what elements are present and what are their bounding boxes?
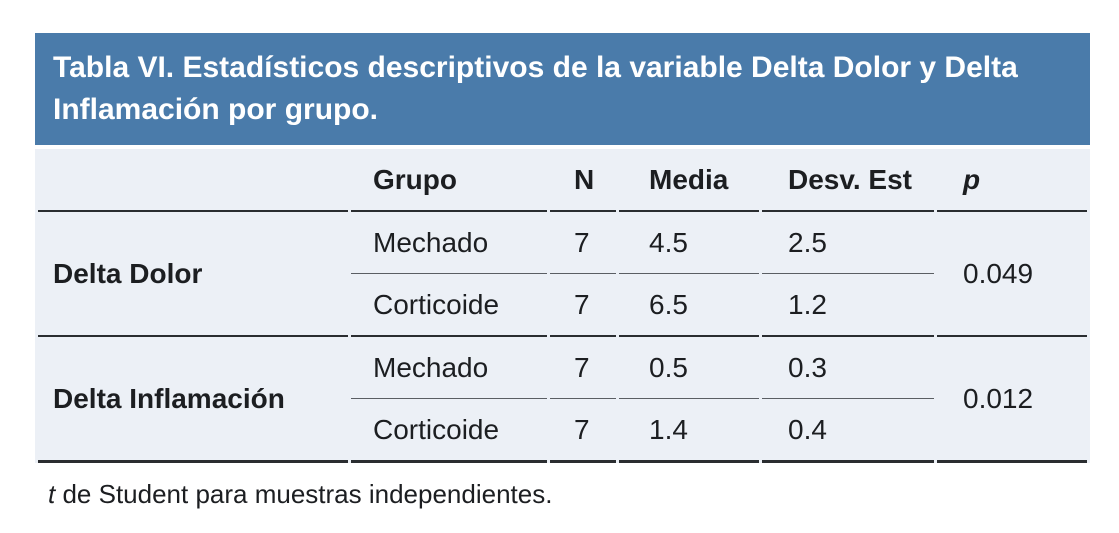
- col-header-empty: [38, 149, 348, 212]
- cell-desv-est: 0.3: [762, 337, 934, 399]
- table-row-dolor-mechado: Delta Dolor Mechado 7 4.5 2.5 0.049: [38, 212, 1087, 337]
- table-title-bar: Tabla VI. Estadísticos descriptivos de l…: [35, 33, 1090, 145]
- cell-p-value-dolor: 0.049: [937, 212, 1087, 337]
- cell-n: 7: [550, 399, 616, 463]
- footnote-statistic-symbol: t: [48, 479, 56, 509]
- cell-media: 4.5: [619, 212, 759, 274]
- cell-grupo: Mechado: [351, 337, 547, 399]
- footnote-text: de Student para muestras independientes.: [55, 479, 553, 509]
- cell-desv-est: 2.5: [762, 212, 934, 274]
- table-row-dolor-corticoide: Corticoide 7 6.5 1.2: [38, 274, 1087, 337]
- table-card: Tabla VI. Estadísticos descriptivos de l…: [35, 33, 1090, 510]
- cell-n: 7: [550, 274, 616, 337]
- stats-table: Grupo N Media Desv. Est p Delta Dolor Me…: [35, 149, 1090, 463]
- cell-p-value-inflamacion: 0.012: [937, 337, 1087, 463]
- col-header-desv-est: Desv. Est: [762, 149, 934, 212]
- table-title: Tabla VI. Estadísticos descriptivos de l…: [53, 51, 1018, 126]
- col-header-n: N: [550, 149, 616, 212]
- col-header-grupo: Grupo: [351, 149, 547, 212]
- table-row-inflamacion-corticoide: Corticoide 7 1.4 0.4: [38, 399, 1087, 463]
- col-header-p: p: [937, 149, 1087, 212]
- cell-desv-est: 1.2: [762, 274, 934, 337]
- cell-media: 0.5: [619, 337, 759, 399]
- cell-grupo: Mechado: [351, 212, 547, 274]
- cell-n: 7: [550, 212, 616, 274]
- row-label-delta-inflamacion: Delta Inflamación: [38, 337, 348, 463]
- cell-desv-est: 0.4: [762, 399, 934, 463]
- row-label-delta-dolor: Delta Dolor: [38, 212, 348, 337]
- table-row-inflamacion-mechado: Delta Inflamación Mechado 7 0.5 0.3 0.01…: [38, 337, 1087, 463]
- cell-grupo: Corticoide: [351, 399, 547, 463]
- header-row: Grupo N Media Desv. Est p: [38, 149, 1087, 212]
- footnote: t de Student para muestras independiente…: [48, 479, 1090, 510]
- col-header-media: Media: [619, 149, 759, 212]
- cell-media: 6.5: [619, 274, 759, 337]
- cell-grupo: Corticoide: [351, 274, 547, 337]
- cell-media: 1.4: [619, 399, 759, 463]
- cell-n: 7: [550, 337, 616, 399]
